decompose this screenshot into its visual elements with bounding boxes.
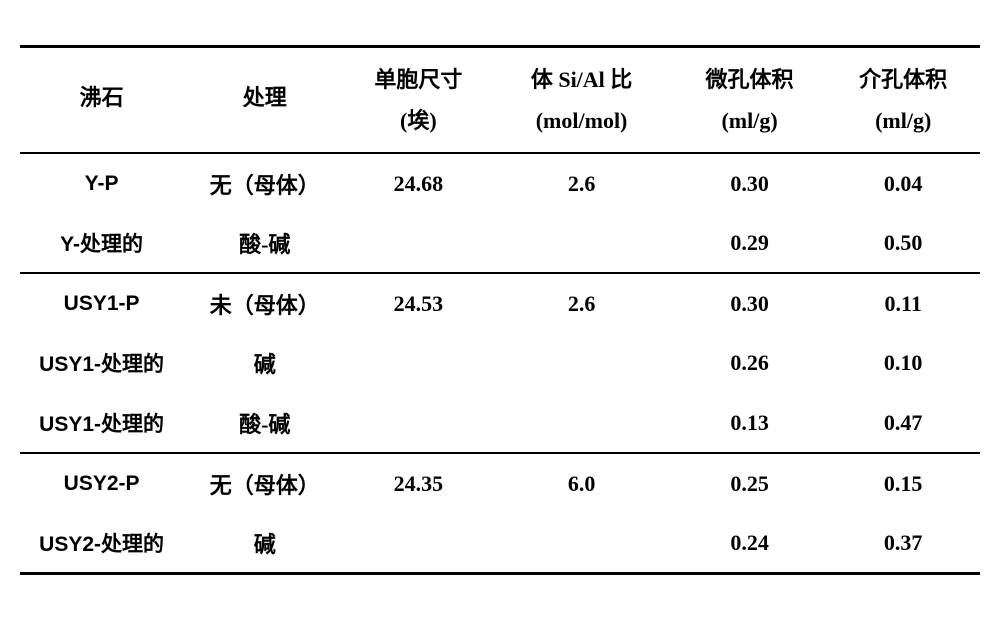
cell-micro: 0.29 xyxy=(673,213,827,273)
table-row: USY1-处理的 酸-碱 0.13 0.47 xyxy=(20,393,980,453)
col-sublabel: (ml/g) xyxy=(834,97,972,152)
cell-zeolite: USY2-处理的 xyxy=(20,513,183,573)
cell-ucs xyxy=(346,513,490,573)
col-label: 介孔体积 xyxy=(859,67,947,92)
cell-treat: 酸-碱 xyxy=(183,213,346,273)
cell-zeolite: Y-P xyxy=(20,153,183,213)
cell-meso: 0.10 xyxy=(826,333,980,393)
cell-meso: 0.15 xyxy=(826,453,980,513)
col-label: 沸石 xyxy=(80,85,124,110)
table-row: Y-处理的 酸-碱 0.29 0.50 xyxy=(20,213,980,273)
cell-zeolite: Y-处理的 xyxy=(20,213,183,273)
col-header-meso: 介孔体积 (ml/g) xyxy=(826,47,980,154)
table-row: USY2-处理的 碱 0.24 0.37 xyxy=(20,513,980,573)
cell-zeolite: USY1-处理的 xyxy=(20,393,183,453)
col-header-treatment: 处理 xyxy=(183,47,346,154)
table-row: USY1-P 未（母体） 24.53 2.6 0.30 0.11 xyxy=(20,273,980,333)
col-sublabel: (ml/g) xyxy=(681,97,819,152)
table-row: USY1-处理的 碱 0.26 0.10 xyxy=(20,333,980,393)
cell-treat: 未（母体） xyxy=(183,273,346,333)
table-header-row: 沸石 处理 单胞尺寸 (埃) 体 Si/Al 比 (mol/mol) 微孔体积 xyxy=(20,47,980,154)
cell-meso: 0.47 xyxy=(826,393,980,453)
cell-treat: 无（母体） xyxy=(183,453,346,513)
col-label: 处理 xyxy=(243,85,287,110)
cell-sial: 6.0 xyxy=(490,453,672,513)
cell-meso: 0.11 xyxy=(826,273,980,333)
cell-ucs xyxy=(346,393,490,453)
cell-sial: 2.6 xyxy=(490,273,672,333)
cell-sial: 2.6 xyxy=(490,153,672,213)
cell-treat: 酸-碱 xyxy=(183,393,346,453)
table-row: USY2-P 无（母体） 24.35 6.0 0.25 0.15 xyxy=(20,453,980,513)
col-sublabel: (埃) xyxy=(354,97,482,152)
table-container: 沸石 处理 单胞尺寸 (埃) 体 Si/Al 比 (mol/mol) 微孔体积 xyxy=(20,45,980,575)
col-header-sial: 体 Si/Al 比 (mol/mol) xyxy=(490,47,672,154)
cell-meso: 0.50 xyxy=(826,213,980,273)
cell-micro: 0.24 xyxy=(673,513,827,573)
cell-treat: 碱 xyxy=(183,513,346,573)
col-header-micro: 微孔体积 (ml/g) xyxy=(673,47,827,154)
cell-micro: 0.13 xyxy=(673,393,827,453)
col-label: 体 Si/Al 比 xyxy=(531,67,632,92)
col-label: 微孔体积 xyxy=(706,67,794,92)
cell-ucs: 24.68 xyxy=(346,153,490,213)
cell-meso: 0.37 xyxy=(826,513,980,573)
cell-ucs xyxy=(346,213,490,273)
col-sublabel xyxy=(191,115,338,135)
cell-micro: 0.26 xyxy=(673,333,827,393)
cell-treat: 无（母体） xyxy=(183,153,346,213)
cell-zeolite: USY1-处理的 xyxy=(20,333,183,393)
col-sublabel xyxy=(28,115,175,135)
col-header-ucs: 单胞尺寸 (埃) xyxy=(346,47,490,154)
table-body: Y-P 无（母体） 24.68 2.6 0.30 0.04 Y-处理的 酸-碱 … xyxy=(20,153,980,573)
col-header-zeolite: 沸石 xyxy=(20,47,183,154)
cell-sial xyxy=(490,333,672,393)
cell-micro: 0.25 xyxy=(673,453,827,513)
zeolite-table: 沸石 处理 单胞尺寸 (埃) 体 Si/Al 比 (mol/mol) 微孔体积 xyxy=(20,45,980,575)
cell-meso: 0.04 xyxy=(826,153,980,213)
cell-ucs: 24.53 xyxy=(346,273,490,333)
cell-ucs: 24.35 xyxy=(346,453,490,513)
cell-micro: 0.30 xyxy=(673,153,827,213)
cell-zeolite: USY2-P xyxy=(20,453,183,513)
col-sublabel: (mol/mol) xyxy=(498,97,664,152)
cell-sial xyxy=(490,213,672,273)
cell-zeolite: USY1-P xyxy=(20,273,183,333)
cell-treat: 碱 xyxy=(183,333,346,393)
cell-sial xyxy=(490,393,672,453)
cell-ucs xyxy=(346,333,490,393)
table-row: Y-P 无（母体） 24.68 2.6 0.30 0.04 xyxy=(20,153,980,213)
cell-micro: 0.30 xyxy=(673,273,827,333)
cell-sial xyxy=(490,513,672,573)
col-label: 单胞尺寸 xyxy=(374,67,462,92)
